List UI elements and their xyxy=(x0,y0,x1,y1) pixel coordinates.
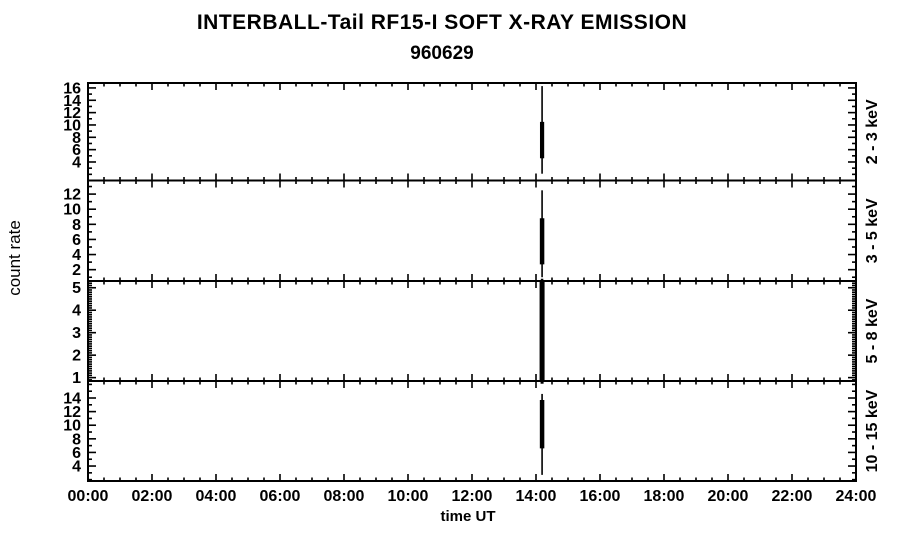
panel-frame xyxy=(87,280,857,382)
y-tick-label: 12 xyxy=(63,404,81,421)
chart-date-subtitle: 960629 xyxy=(410,43,474,64)
panel-frame xyxy=(87,380,857,482)
panel-5-8keV: 1 2 3 4 5 5 - 8 keV xyxy=(72,280,881,387)
chart-title: INTERBALL-Tail RF15-I SOFT X-RAY EMISSIO… xyxy=(196,11,688,34)
y-tick-label: 4 xyxy=(72,247,81,264)
y-tick-label: 14 xyxy=(63,93,81,110)
y-tick-label: 3 xyxy=(72,325,81,342)
y-tick-label: 4 xyxy=(72,459,81,476)
y-tick-label: 2 xyxy=(72,348,81,365)
y-tick-label: 14 xyxy=(63,391,81,408)
x-tick-label: 20:00 xyxy=(708,488,749,505)
x-tick-label: 10:00 xyxy=(388,488,429,505)
x-tick-label: 22:00 xyxy=(772,488,813,505)
x-tick-label: 02:00 xyxy=(132,488,173,505)
y-tick-label: 6 xyxy=(72,232,81,249)
x-tick-label: 16:00 xyxy=(580,488,621,505)
y-tick-label: 2 xyxy=(72,262,81,279)
panel-frame xyxy=(87,82,857,182)
x-tick-label: 14:00 xyxy=(516,488,557,505)
y-tick-label: 6 xyxy=(72,142,81,159)
y-tick-label: 1 xyxy=(72,370,81,387)
panel-frame xyxy=(87,179,857,282)
y-tick-label: 4 xyxy=(72,154,81,171)
y-tick-label: 12 xyxy=(63,187,81,204)
y-tick-label: 8 xyxy=(72,217,81,234)
y-tick-label: 10 xyxy=(63,117,81,134)
x-tick-label: 24:00 xyxy=(836,488,877,505)
y-tick-label: 6 xyxy=(72,445,81,462)
y-tick-label: 16 xyxy=(63,80,81,97)
x-tick-label: 06:00 xyxy=(260,488,301,505)
x-tick-label: 04:00 xyxy=(196,488,237,505)
y-tick-label: 12 xyxy=(63,105,81,122)
y-tick-label: 8 xyxy=(72,130,81,147)
x-tick-label: 12:00 xyxy=(452,488,493,505)
y-tick-label: 10 xyxy=(63,202,81,219)
energy-band-label: 2 - 3 keV xyxy=(864,99,881,164)
y-tick-label: 4 xyxy=(72,303,81,320)
y-tick-label: 8 xyxy=(72,431,81,448)
y-tick-label: 5 xyxy=(72,280,81,297)
energy-band-label: 10 - 15 keV xyxy=(864,389,881,472)
x-axis-title: time UT xyxy=(440,508,495,525)
x-tick-label: 08:00 xyxy=(324,488,365,505)
x-tick-label: 00:00 xyxy=(68,488,109,505)
x-tick-label: 18:00 xyxy=(644,488,685,505)
y-tick-label: 10 xyxy=(63,418,81,435)
energy-band-label: 5 - 8 keV xyxy=(864,298,881,363)
energy-band-label: 3 - 5 keV xyxy=(864,198,881,263)
